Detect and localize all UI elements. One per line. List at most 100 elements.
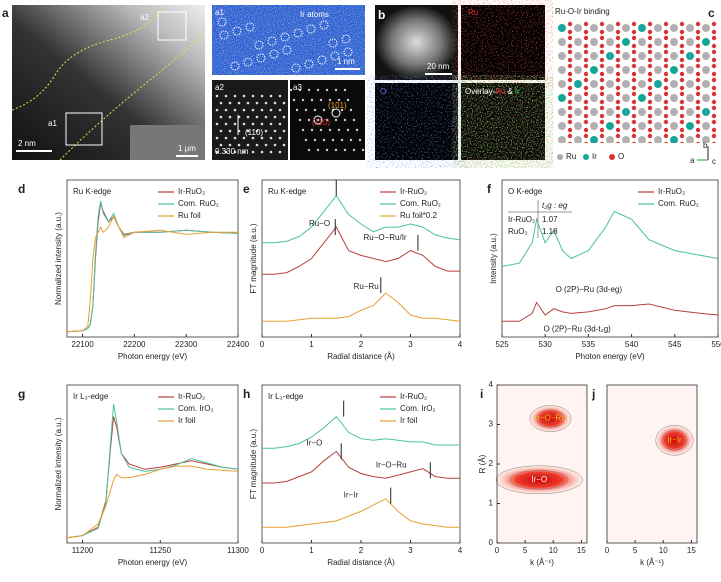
atom xyxy=(711,49,717,55)
annotation: Ir−O−Ru xyxy=(376,461,407,470)
atom xyxy=(686,52,694,60)
table-cell: 1.07 xyxy=(542,215,558,224)
atom xyxy=(695,35,701,41)
x-tick-label: 0 xyxy=(495,546,500,555)
atom xyxy=(647,57,653,63)
atom xyxy=(663,29,669,35)
atom xyxy=(638,122,646,130)
series-line xyxy=(66,465,239,539)
atom xyxy=(574,66,582,74)
atom xyxy=(583,85,589,91)
atom xyxy=(567,29,573,35)
x-tick-label: 22300 xyxy=(175,340,198,349)
atom xyxy=(558,122,566,130)
atom xyxy=(622,24,630,32)
atom xyxy=(631,43,637,49)
x-tick-label: 4 xyxy=(458,340,463,349)
atom xyxy=(631,127,637,133)
atom xyxy=(631,29,637,35)
atom xyxy=(583,133,589,139)
atom xyxy=(695,119,701,125)
y-axis-label: Normalized intensity (a.u.) xyxy=(54,212,63,305)
atom xyxy=(679,77,685,83)
atom xyxy=(638,94,646,102)
scale-label: 2 nm xyxy=(18,139,36,148)
lattice-dot xyxy=(264,129,268,133)
contour-line xyxy=(510,470,569,490)
atom xyxy=(615,57,621,63)
atom xyxy=(711,99,717,105)
table-header: t₂g : eg xyxy=(542,201,568,210)
atom xyxy=(583,35,589,41)
atom xyxy=(558,80,566,88)
atom xyxy=(615,71,621,77)
annotation: Ru−O−Ru/Ir xyxy=(363,233,406,242)
series-line xyxy=(262,415,460,449)
x-tick-label: 3 xyxy=(408,340,413,349)
fft-spot xyxy=(337,128,341,132)
atom xyxy=(711,21,717,27)
atom xyxy=(615,21,621,27)
atom xyxy=(695,113,701,119)
fft-spot xyxy=(304,138,308,142)
t: Overlay- xyxy=(465,87,496,96)
atom-circle xyxy=(319,20,329,30)
lattice-dot xyxy=(215,150,219,154)
legend-label: Ir foil xyxy=(400,416,418,425)
atom xyxy=(670,80,678,88)
x-tick-label: 15 xyxy=(577,546,586,555)
x-tick-label: 1 xyxy=(309,340,314,349)
atom xyxy=(702,66,710,74)
atom xyxy=(654,94,662,102)
fft-spot xyxy=(331,138,335,142)
atom xyxy=(679,49,685,55)
lattice-dot xyxy=(242,108,246,112)
atom xyxy=(574,38,582,46)
atom xyxy=(583,21,589,27)
atom xyxy=(711,35,717,41)
x-tick-label: 0 xyxy=(260,340,265,349)
panel-label: a1 xyxy=(215,8,224,17)
lattice-dot xyxy=(282,129,286,133)
atom xyxy=(631,63,637,69)
chart-title: Ru K-edge xyxy=(268,187,307,196)
fft-spot xyxy=(304,108,308,112)
atom xyxy=(663,119,669,125)
atom xyxy=(654,108,662,116)
atom xyxy=(670,38,678,46)
fft-spot xyxy=(328,98,332,102)
atom xyxy=(583,57,589,63)
panel-label: f xyxy=(487,182,492,196)
atom xyxy=(679,57,685,63)
lattice-dot xyxy=(269,122,273,126)
atom xyxy=(679,119,685,125)
contour-line xyxy=(495,465,583,495)
atom xyxy=(574,52,582,60)
atom xyxy=(599,119,605,125)
atom xyxy=(695,57,701,63)
atom xyxy=(695,127,701,133)
fft-spot xyxy=(307,88,311,92)
panel-label: a3 xyxy=(293,83,302,92)
fft-spot xyxy=(316,148,320,152)
ring xyxy=(331,108,341,118)
x-axis-label: Photon energy (eV) xyxy=(118,352,188,361)
atom xyxy=(702,108,710,116)
atom-circle xyxy=(282,45,292,55)
legend-label: Com. RuO₂ xyxy=(658,199,699,208)
atom xyxy=(670,122,678,130)
atom xyxy=(711,105,717,111)
x-tick-label: 0 xyxy=(605,546,610,555)
lattice-dot xyxy=(255,129,259,133)
fft-spot xyxy=(334,88,338,92)
atom xyxy=(599,127,605,133)
atom xyxy=(686,136,694,144)
fft-spot xyxy=(298,118,302,122)
atom xyxy=(647,43,653,49)
ring xyxy=(313,115,323,125)
atom xyxy=(695,49,701,55)
atom xyxy=(654,122,662,130)
atom xyxy=(606,94,614,102)
atom xyxy=(686,38,694,46)
atom xyxy=(590,122,598,130)
